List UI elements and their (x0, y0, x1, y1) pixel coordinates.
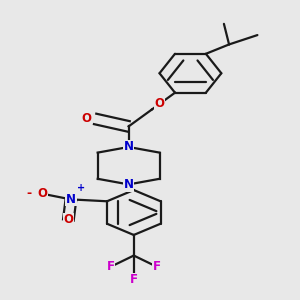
Text: N: N (66, 193, 76, 206)
Text: F: F (130, 273, 138, 286)
Text: N: N (124, 140, 134, 154)
Text: N: N (124, 178, 134, 191)
Text: -: - (27, 187, 32, 200)
Text: F: F (153, 260, 161, 273)
Text: F: F (106, 260, 115, 273)
Text: O: O (38, 187, 48, 200)
Text: O: O (63, 214, 74, 226)
Text: O: O (81, 112, 91, 125)
Text: O: O (154, 98, 164, 110)
Text: +: + (77, 182, 86, 193)
